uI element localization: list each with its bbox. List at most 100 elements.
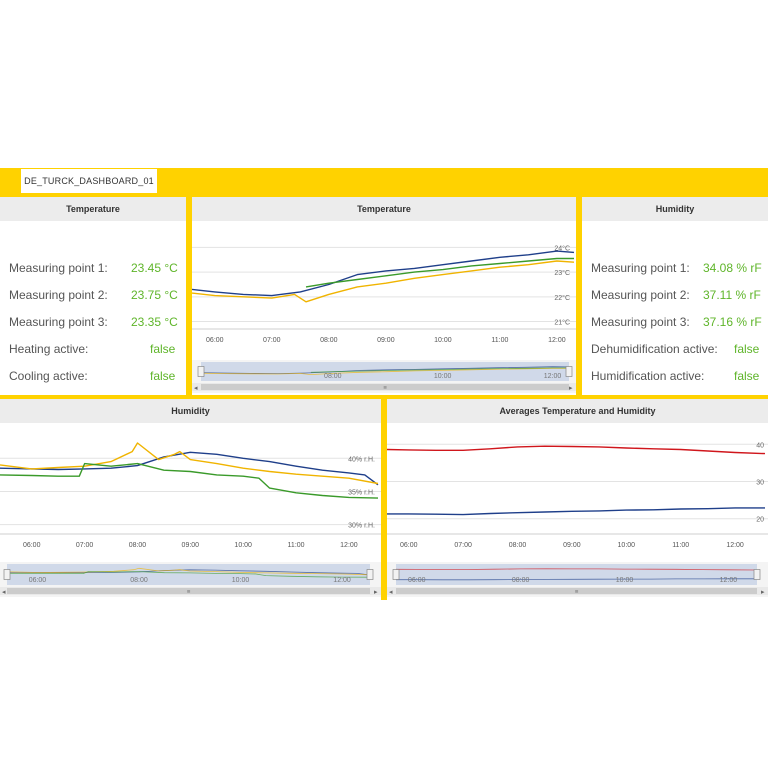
x-tick-label: 11:00	[672, 542, 689, 549]
navigator-handle[interactable]	[3, 569, 11, 580]
navigator-label: 12:00	[333, 577, 351, 584]
navigator-series-0	[395, 568, 758, 571]
averages-chart-panel: Averages Temperature and Humidity 40 30 20…	[387, 399, 768, 600]
row-label: Heating active:	[9, 342, 89, 356]
x-tick-label: 07:00	[454, 542, 472, 549]
x-tick-label: 10:00	[234, 542, 252, 549]
navigator-selection[interactable]	[396, 564, 757, 585]
row-value: false	[734, 369, 760, 383]
navigator-label: 10:00	[232, 577, 250, 584]
navigator-series-1	[396, 578, 757, 581]
row-label: Measuring point 1:	[9, 261, 108, 275]
row-label: Cooling active:	[9, 369, 88, 383]
temperature-chart-panel: Temperature 24°C 23°C 22°C 21°C 06:00 07:00 08…	[192, 197, 576, 395]
row-value: 23.35 °C	[131, 315, 178, 329]
row-value: false	[734, 342, 760, 356]
navigator-handle[interactable]	[565, 366, 573, 377]
navigator-handle[interactable]	[392, 569, 400, 580]
navigator-series-2	[6, 571, 371, 578]
y-tick-label: 30	[756, 480, 764, 487]
scrollbar-thumb[interactable]	[7, 588, 370, 594]
x-tick-label: 12:00	[548, 337, 566, 344]
scroll-right-icon[interactable]: ▸	[374, 589, 378, 596]
row-label: Measuring point 2:	[9, 288, 108, 302]
row-label: Measuring point 2:	[591, 288, 690, 302]
panel-title: Averages Temperature and Humidity	[387, 399, 768, 423]
temperature-chart[interactable]: 24°C 23°C 22°C 21°C 06:00 07:00 08:00 09:00 10:0…	[192, 221, 576, 395]
humidity-values-panel: Humidity Measuring point 1: 34.08 % rF M…	[582, 197, 768, 395]
row-value: 37.16 % rF	[703, 315, 762, 329]
navigator-series-1	[6, 567, 371, 576]
y-tick-label: 35% r.H.	[348, 489, 375, 496]
series-line-2	[305, 257, 574, 288]
series-line-2	[0, 462, 379, 499]
y-tick-label: 22°C	[554, 294, 570, 302]
x-tick-label: 11:00	[288, 542, 305, 549]
scrollbar-thumb[interactable]	[396, 588, 757, 594]
navigator-label: 06:00	[29, 577, 47, 584]
scrollbar-grip-icon[interactable]: ≡	[575, 590, 579, 596]
navigator-label: 10:00	[434, 373, 452, 380]
scroll-left-icon[interactable]: ◂	[2, 589, 6, 596]
x-tick-label: 10:00	[618, 542, 636, 549]
row-value: 37.11 % rF	[703, 288, 761, 302]
scrollbar-thumb[interactable]	[201, 384, 569, 390]
y-tick-label: 40	[756, 442, 764, 449]
navigator-label: 08:00	[324, 373, 342, 380]
averages-chart[interactable]: 40 30 20 06:00 07:00 08:00 09:00 10:00 11:00 12:0…	[387, 423, 768, 600]
row-label: Measuring point 1:	[591, 261, 690, 275]
scroll-right-icon[interactable]: ▸	[569, 385, 573, 392]
panel-title: Humidity	[0, 399, 381, 423]
navigator-handle[interactable]	[366, 569, 374, 580]
temperature-values-panel: Temperature Measuring point 1: 23.45 °C …	[0, 197, 186, 395]
navigator-label: 12:00	[720, 577, 738, 584]
scroll-right-icon[interactable]: ▸	[761, 589, 765, 596]
x-tick-label: 12:00	[726, 542, 744, 549]
row-value: false	[150, 369, 176, 383]
navigator-selection[interactable]	[7, 564, 370, 585]
humidity-chart-panel: Humidity 40% r.H. 35% r.H. 30% r.H. 06:00 07…	[0, 399, 381, 600]
dashboard-tab[interactable]: DE_TURCK_DASHBOARD_01	[21, 169, 157, 193]
scrollbar-grip-icon[interactable]: ≡	[187, 590, 191, 596]
series-line-0	[192, 250, 575, 297]
x-tick-label: 12:00	[340, 542, 358, 549]
row-label: Measuring point 3:	[9, 315, 108, 329]
scroll-left-icon[interactable]: ◂	[389, 589, 393, 596]
humidity-chart[interactable]: 40% r.H. 35% r.H. 30% r.H. 06:00 07:00 08:00 0…	[0, 423, 381, 600]
row-value: false	[150, 342, 176, 356]
navigator-series-1	[200, 367, 570, 376]
panel-title: Temperature	[0, 197, 186, 221]
row-label: Dehumidification active:	[591, 342, 718, 356]
x-tick-label: 08:00	[509, 542, 527, 549]
navigator-label: 12:00	[544, 373, 562, 380]
y-tick-label: 30% r.H.	[348, 523, 375, 530]
y-tick-label: 40% r.H.	[348, 456, 375, 463]
y-tick-label: 24°C	[554, 244, 570, 252]
x-tick-label: 11:00	[491, 337, 508, 344]
scrollbar-grip-icon[interactable]: ≡	[383, 386, 387, 392]
navigator-label: 08:00	[512, 577, 530, 584]
series-line-1	[192, 260, 575, 303]
x-tick-label: 09:00	[377, 337, 395, 344]
scroll-left-icon[interactable]: ◂	[194, 385, 198, 392]
navigator-series-2	[310, 367, 569, 373]
panel-title: Humidity	[582, 197, 768, 221]
row-label: Humidification active:	[591, 369, 705, 383]
row-value: 23.45 °C	[131, 261, 178, 275]
x-tick-label: 06:00	[400, 542, 418, 549]
dashboard: DE_TURCK_DASHBOARD_01 Temperature Measur…	[0, 168, 768, 600]
x-tick-label: 07:00	[76, 542, 94, 549]
x-tick-label: 06:00	[206, 337, 224, 344]
navigator-handle[interactable]	[753, 569, 761, 580]
series-line-0	[387, 445, 766, 455]
series-line-1	[0, 442, 379, 485]
panel-title: Temperature	[192, 197, 576, 221]
tab-bar: DE_TURCK_DASHBOARD_01	[0, 168, 768, 194]
x-tick-label: 09:00	[182, 542, 200, 549]
navigator-handle[interactable]	[197, 366, 205, 377]
navigator-label: 10:00	[616, 577, 634, 584]
navigator-label: 06:00	[408, 577, 426, 584]
row-value: 34.08 % rF	[703, 261, 762, 275]
navigator-label: 08:00	[130, 577, 148, 584]
x-tick-label: 07:00	[263, 337, 281, 344]
